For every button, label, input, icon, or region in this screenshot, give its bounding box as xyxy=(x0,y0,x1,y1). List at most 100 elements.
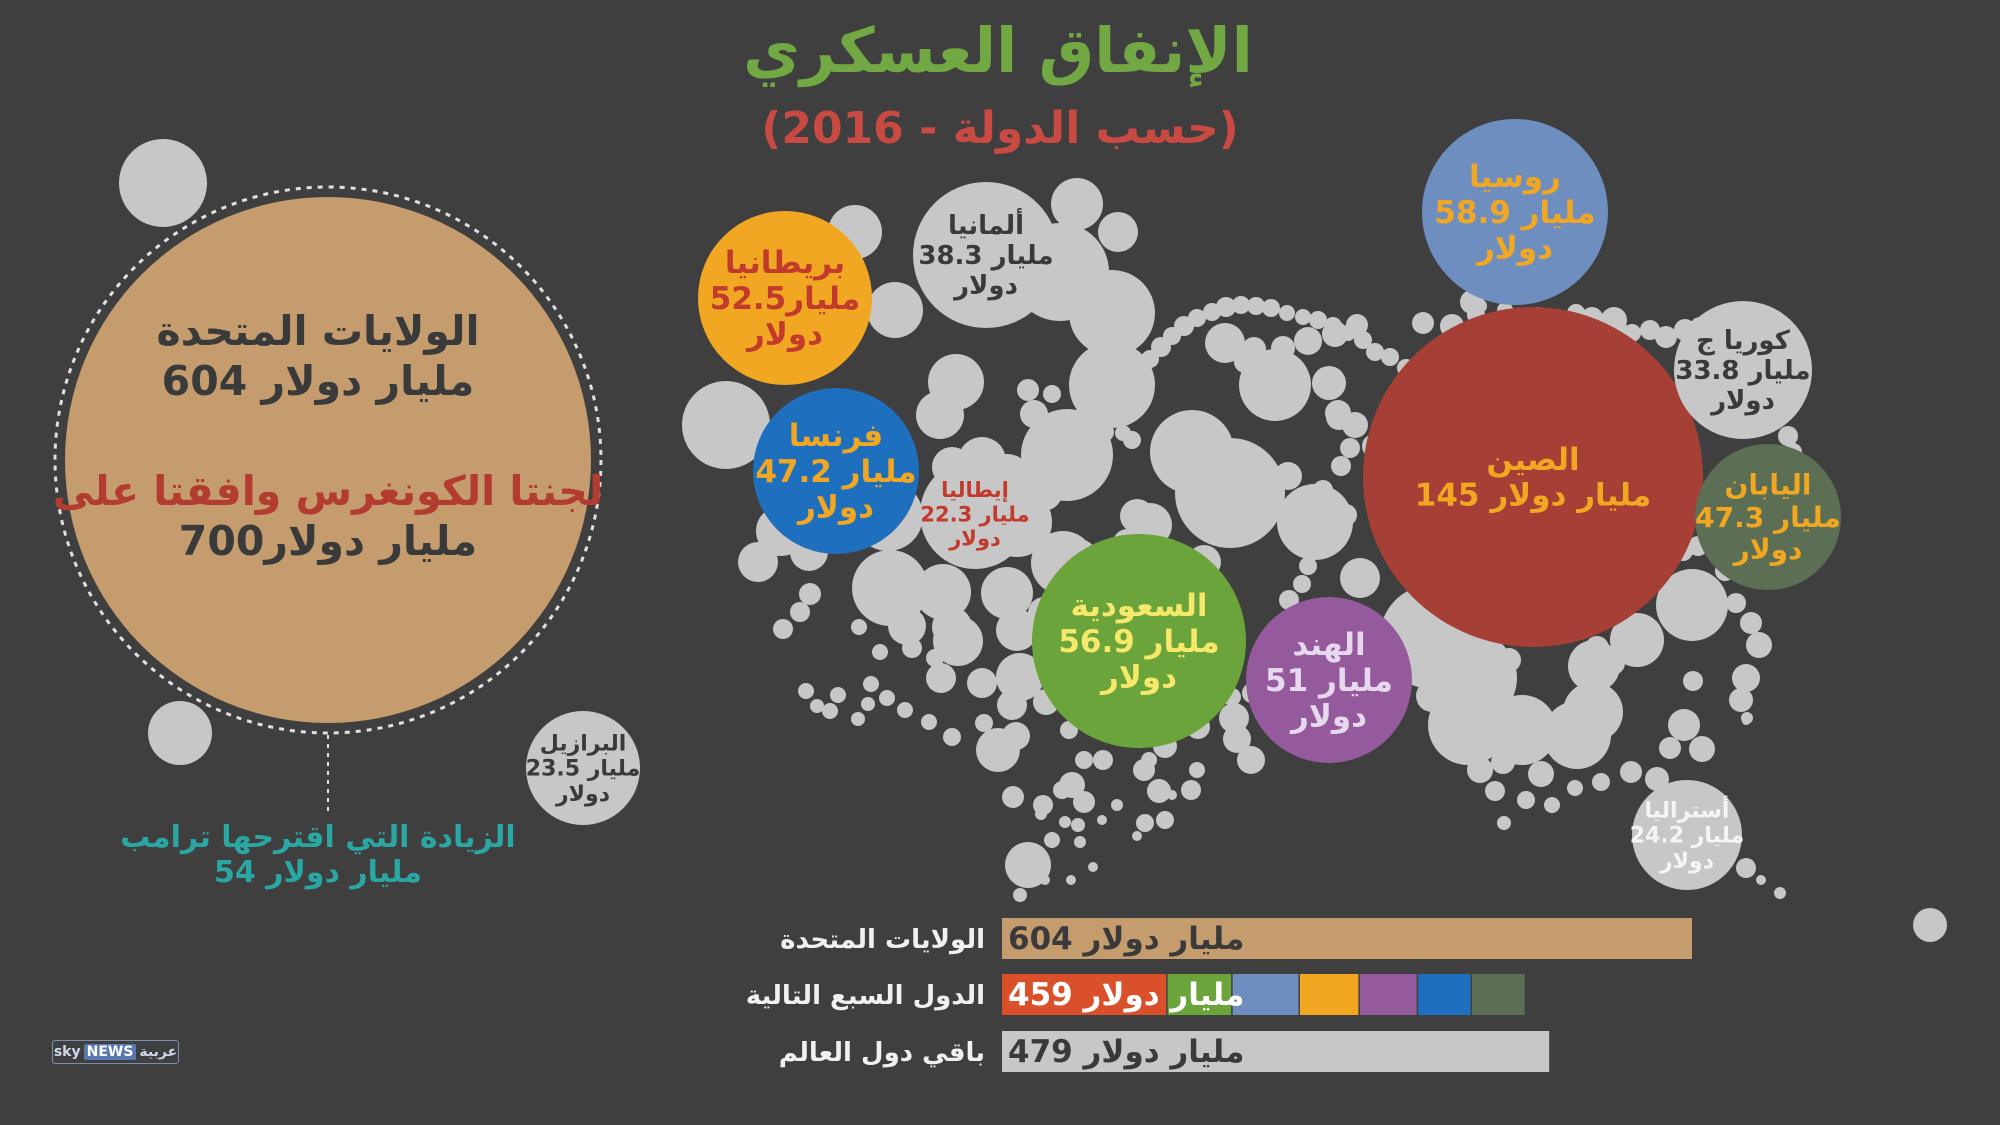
filler-bubble xyxy=(1097,815,1107,825)
filler-bubble xyxy=(1074,836,1086,848)
congress-value: 700مليار دولار xyxy=(179,517,477,566)
usa-value: 604 مليار دولار xyxy=(162,357,475,406)
filler-bubble xyxy=(799,583,821,605)
filler-bubble xyxy=(1119,377,1137,395)
country-name-label: الصين xyxy=(1486,442,1579,478)
filler-bubble xyxy=(1181,780,1201,800)
country-value-label: 47.2 مليار xyxy=(755,454,916,490)
filler-bubble xyxy=(921,714,937,730)
country-value-label: 23.5 مليار xyxy=(526,757,640,782)
country-name-label: إيطاليا xyxy=(941,478,1009,502)
country-bubble xyxy=(1674,301,1812,439)
country-value-label: 145 مليار دولار xyxy=(1415,478,1651,514)
filler-bubble xyxy=(1295,309,1311,325)
country-name-label: الهند xyxy=(1292,627,1365,663)
filler-bubble xyxy=(1729,688,1753,712)
filler-bubble xyxy=(1044,832,1060,848)
country-value-label: 24.2 مليار xyxy=(1630,824,1744,849)
filler-bubble xyxy=(1342,412,1368,438)
filler-bubble xyxy=(897,702,913,718)
chart-subtitle: (حسب الدولة - 2016) xyxy=(761,103,1239,154)
country-bubble xyxy=(526,711,640,825)
country-bubble xyxy=(753,388,919,554)
bar-segment xyxy=(1232,974,1299,1015)
bar-category-label: الولايات المتحدة xyxy=(780,925,985,955)
filler-bubble xyxy=(1075,751,1093,769)
filler-bubble xyxy=(1279,305,1295,321)
country-currency-label: دولار xyxy=(796,490,874,526)
country-bubble xyxy=(698,211,872,385)
filler-bubble xyxy=(1002,786,1024,808)
filler-bubble xyxy=(1205,323,1245,363)
filler-bubble xyxy=(798,683,814,699)
bar-segment xyxy=(1418,974,1471,1015)
filler-bubble xyxy=(1059,816,1071,828)
filler-bubble xyxy=(1640,320,1660,340)
country-value-label: 33.8 مليار xyxy=(1675,356,1810,386)
filler-bubble xyxy=(1683,671,1703,691)
country-bubble xyxy=(920,459,1030,569)
country-name-label: السعودية xyxy=(1070,588,1207,624)
country-value-label: 52.5مليار xyxy=(710,281,861,317)
filler-bubble xyxy=(1610,613,1664,667)
filler-bubble xyxy=(1189,762,1205,778)
usa-name: الولايات المتحدة xyxy=(156,307,479,355)
filler-bubble xyxy=(1497,648,1521,672)
filler-bubble xyxy=(1567,780,1583,796)
filler-bubble xyxy=(1424,637,1436,649)
country-name-label: أستراليا xyxy=(1645,794,1730,823)
filler-bubble xyxy=(1035,808,1047,820)
filler-bubble xyxy=(1100,406,1120,426)
filler-bubble xyxy=(1592,773,1610,791)
filler-bubble xyxy=(1088,862,1098,872)
filler-bubble xyxy=(1416,680,1448,712)
usa-bubble-group: الولايات المتحدة 604 مليار دولار لجنتا ا… xyxy=(53,185,603,890)
filler-bubble xyxy=(1381,348,1399,366)
filler-bubble xyxy=(790,602,810,622)
chart-title: الإنفاق العسكري xyxy=(743,14,1253,87)
filler-bubble xyxy=(1249,472,1275,498)
filler-bubble xyxy=(822,703,838,719)
filler-bubble xyxy=(1528,761,1554,787)
bar-value-label: 479 مليار دولار xyxy=(1008,1034,1244,1070)
filler-bubble xyxy=(1131,363,1149,381)
filler-bubble xyxy=(1778,426,1798,446)
filler-bubble xyxy=(1043,385,1061,403)
filler-bubble xyxy=(1223,725,1251,753)
country-bubble xyxy=(1246,597,1412,763)
bar-segment xyxy=(1359,974,1417,1015)
filler-bubble xyxy=(863,588,889,614)
filler-bubble xyxy=(1366,343,1384,361)
logo-news: NEWS xyxy=(83,1044,137,1060)
filler-bubble xyxy=(1271,336,1295,360)
filler-bubble xyxy=(1071,818,1085,832)
filler-bubble xyxy=(1239,349,1311,421)
country-bubble xyxy=(1422,119,1608,305)
filler-bubble xyxy=(1066,875,1076,885)
filler-bubble xyxy=(888,607,926,645)
filler-bubble xyxy=(810,699,824,713)
filler-bubble xyxy=(1017,379,1039,401)
bar-comparison: الولايات المتحدة 604 مليار دولار الدول الس… xyxy=(746,918,1692,1072)
filler-bubble xyxy=(1175,438,1285,548)
filler-bubble xyxy=(1412,312,1434,334)
filler-bubble xyxy=(1335,504,1357,526)
filler-bubble xyxy=(1203,303,1221,321)
filler-bubble xyxy=(1219,703,1249,733)
filler-bubble xyxy=(1073,791,1095,813)
filler-bubble xyxy=(1473,299,1487,313)
filler-bubble xyxy=(851,619,867,635)
bar-category-label: الدول السبع التالية xyxy=(746,981,985,1011)
filler-bubble xyxy=(1742,717,1750,725)
country-name-label: روسيا xyxy=(1469,159,1561,195)
filler-bubble xyxy=(1059,772,1085,798)
logo-sky: sky xyxy=(53,1044,81,1060)
filler-bubble xyxy=(1756,875,1766,885)
filler-bubble xyxy=(928,354,984,410)
sky-news-arabia-logo: sky NEWS عربية xyxy=(52,1040,179,1064)
country-value-label: 58.9 مليار xyxy=(1434,195,1595,231)
filler-bubble xyxy=(1132,831,1142,841)
filler-bubble xyxy=(148,701,212,765)
